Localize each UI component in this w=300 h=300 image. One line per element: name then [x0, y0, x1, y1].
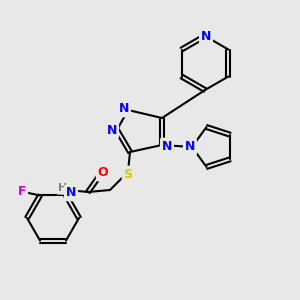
Text: O: O [98, 167, 108, 179]
Text: N: N [185, 140, 195, 154]
Text: N: N [162, 140, 172, 152]
Text: N: N [66, 187, 76, 200]
Text: S: S [124, 167, 133, 181]
Text: F: F [18, 185, 26, 198]
Text: N: N [119, 103, 129, 116]
Text: H: H [58, 183, 68, 193]
Text: N: N [201, 29, 211, 43]
Text: N: N [107, 124, 117, 136]
